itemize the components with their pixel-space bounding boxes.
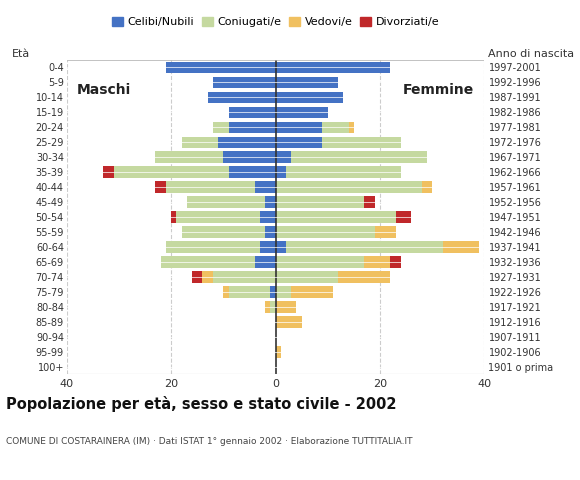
Bar [276, 227, 375, 238]
Text: Maschi: Maschi [77, 83, 132, 97]
Bar [223, 152, 276, 163]
Bar [182, 136, 218, 148]
Bar [213, 271, 276, 283]
Bar [103, 167, 114, 178]
Bar [349, 121, 354, 133]
Bar [291, 286, 333, 298]
Bar [276, 346, 281, 358]
Bar [291, 152, 427, 163]
Bar [322, 121, 349, 133]
Bar [161, 256, 255, 268]
Bar [390, 256, 401, 268]
Bar [276, 256, 364, 268]
Bar [396, 211, 411, 223]
Text: Età: Età [12, 49, 30, 59]
Bar [276, 271, 338, 283]
Text: Anno di nascita: Anno di nascita [488, 49, 574, 59]
Bar [276, 241, 286, 253]
Text: Popolazione per età, sesso e stato civile - 2002: Popolazione per età, sesso e stato civil… [6, 396, 396, 412]
Bar [422, 181, 432, 193]
Bar [364, 196, 375, 208]
Bar [187, 196, 265, 208]
Bar [229, 107, 276, 118]
Bar [286, 167, 401, 178]
Bar [265, 227, 276, 238]
Bar [213, 121, 229, 133]
Bar [276, 61, 390, 73]
Bar [208, 92, 276, 103]
Bar [265, 301, 270, 313]
Bar [155, 152, 223, 163]
Bar [270, 301, 276, 313]
Bar [213, 77, 276, 88]
Bar [276, 121, 322, 133]
Bar [260, 241, 276, 253]
Bar [276, 77, 338, 88]
Bar [229, 167, 276, 178]
Bar [166, 61, 276, 73]
Bar [276, 316, 302, 328]
Text: COMUNE DI COSTARAINERA (IM) · Dati ISTAT 1° gennaio 2002 · Elaborazione TUTTITAL: COMUNE DI COSTARAINERA (IM) · Dati ISTAT… [6, 437, 412, 446]
Bar [229, 121, 276, 133]
Bar [218, 136, 276, 148]
Legend: Celibi/Nubili, Coniugati/e, Vedovi/e, Divorziati/e: Celibi/Nubili, Coniugati/e, Vedovi/e, Di… [112, 17, 439, 27]
Bar [338, 271, 390, 283]
Bar [443, 241, 479, 253]
Bar [270, 286, 276, 298]
Bar [276, 181, 422, 193]
Text: Femmine: Femmine [403, 83, 474, 97]
Bar [255, 256, 276, 268]
Bar [166, 181, 255, 193]
Bar [114, 167, 229, 178]
Bar [286, 241, 443, 253]
Bar [322, 136, 401, 148]
Bar [255, 181, 276, 193]
Bar [176, 211, 260, 223]
Bar [276, 136, 322, 148]
Bar [229, 286, 270, 298]
Bar [223, 286, 229, 298]
Bar [155, 181, 166, 193]
Bar [260, 211, 276, 223]
Bar [375, 227, 396, 238]
Bar [182, 227, 265, 238]
Bar [276, 92, 343, 103]
Bar [276, 211, 396, 223]
Bar [276, 152, 291, 163]
Bar [202, 271, 213, 283]
Bar [276, 167, 286, 178]
Bar [276, 107, 328, 118]
Bar [276, 196, 364, 208]
Bar [276, 301, 296, 313]
Bar [364, 256, 390, 268]
Bar [171, 211, 176, 223]
Bar [192, 271, 202, 283]
Bar [166, 241, 260, 253]
Bar [265, 196, 276, 208]
Bar [276, 286, 291, 298]
